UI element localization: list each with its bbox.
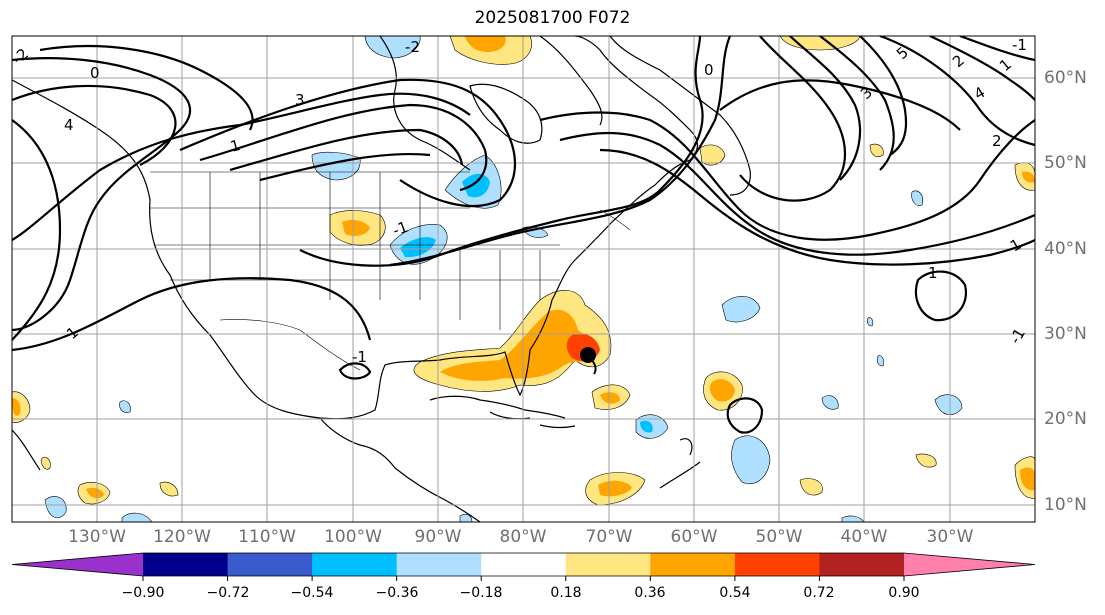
lat-label-10n: 10°N [1044, 495, 1087, 515]
colorbar-segment [312, 553, 398, 576]
colorbar-segment [565, 553, 651, 576]
contour-label: 2 [992, 132, 1002, 150]
lat-label-50n: 50°N [1044, 153, 1087, 173]
height-contours [12, 36, 1035, 434]
contour-label: 0 [90, 64, 100, 82]
colorbar-tick-label: 0.18 [550, 585, 582, 601]
contour-label: 1 [228, 136, 242, 156]
lon-label-130w: 130°W [68, 527, 126, 547]
lon-label-110w: 110°W [238, 527, 296, 547]
colorbar-segment [481, 553, 567, 576]
colorbar-tick-label: 0.72 [803, 585, 835, 601]
political-borders [150, 171, 631, 371]
colorbar-tick-label: −0.72 [206, 585, 250, 601]
colorbar [11, 552, 1036, 581]
lon-label-70w: 70°W [585, 527, 633, 547]
colorbar-extend-high [904, 553, 1035, 576]
lat-label-20n: 20°N [1044, 409, 1087, 429]
warm-anomaly-shading [12, 36, 1035, 506]
colorbar-tick-label: −0.18 [459, 585, 503, 601]
lon-label-60w: 60°W [670, 527, 718, 547]
coastlines [12, 36, 751, 522]
lon-label-30w: 30°W [926, 527, 974, 547]
storm-center-marker [580, 347, 597, 375]
colorbar-segment [396, 553, 482, 576]
colorbar-tick-label: −0.90 [121, 585, 165, 601]
colorbar-segment [819, 553, 905, 576]
contour-label: -2 [405, 38, 420, 56]
contour-label: 1 [928, 264, 938, 282]
colorbar-segment [143, 553, 229, 576]
colorbar-tick-label: 0.90 [888, 585, 920, 601]
lon-label-80w: 80°W [499, 527, 547, 547]
colorbar-segment [650, 553, 736, 576]
map-title: 2025081700 F072 [474, 8, 631, 28]
lat-label-40n: 40°N [1044, 239, 1087, 259]
colorbar-tick-label: −0.36 [375, 585, 419, 601]
contour-label: 3 [295, 91, 305, 109]
contour-label: -1 [352, 348, 367, 366]
colorbar-tick-label: 0.36 [634, 585, 666, 601]
colorbar-segment [734, 553, 820, 576]
lon-label-90w: 90°W [414, 527, 462, 547]
lon-label-100w: 100°W [324, 527, 382, 547]
lon-label-50w: 50°W [755, 527, 803, 547]
contour-label: -1 [390, 218, 410, 240]
map-frame [11, 35, 1036, 523]
lat-label-30n: 30°N [1044, 324, 1087, 344]
lon-label-120w: 120°W [153, 527, 211, 547]
colorbar-segment [227, 553, 313, 576]
contour-label: 4 [64, 116, 74, 134]
contour-label: -1 [1012, 36, 1027, 54]
contour-label: 0 [704, 61, 714, 79]
colorbar-tick-label: −0.54 [290, 585, 334, 601]
graticule [12, 36, 1035, 522]
colorbar-extend-low [12, 553, 143, 576]
lat-label-60n: 60°N [1044, 68, 1087, 88]
lon-label-40w: 40°W [840, 527, 888, 547]
colorbar-tick-label: 0.54 [719, 585, 751, 601]
